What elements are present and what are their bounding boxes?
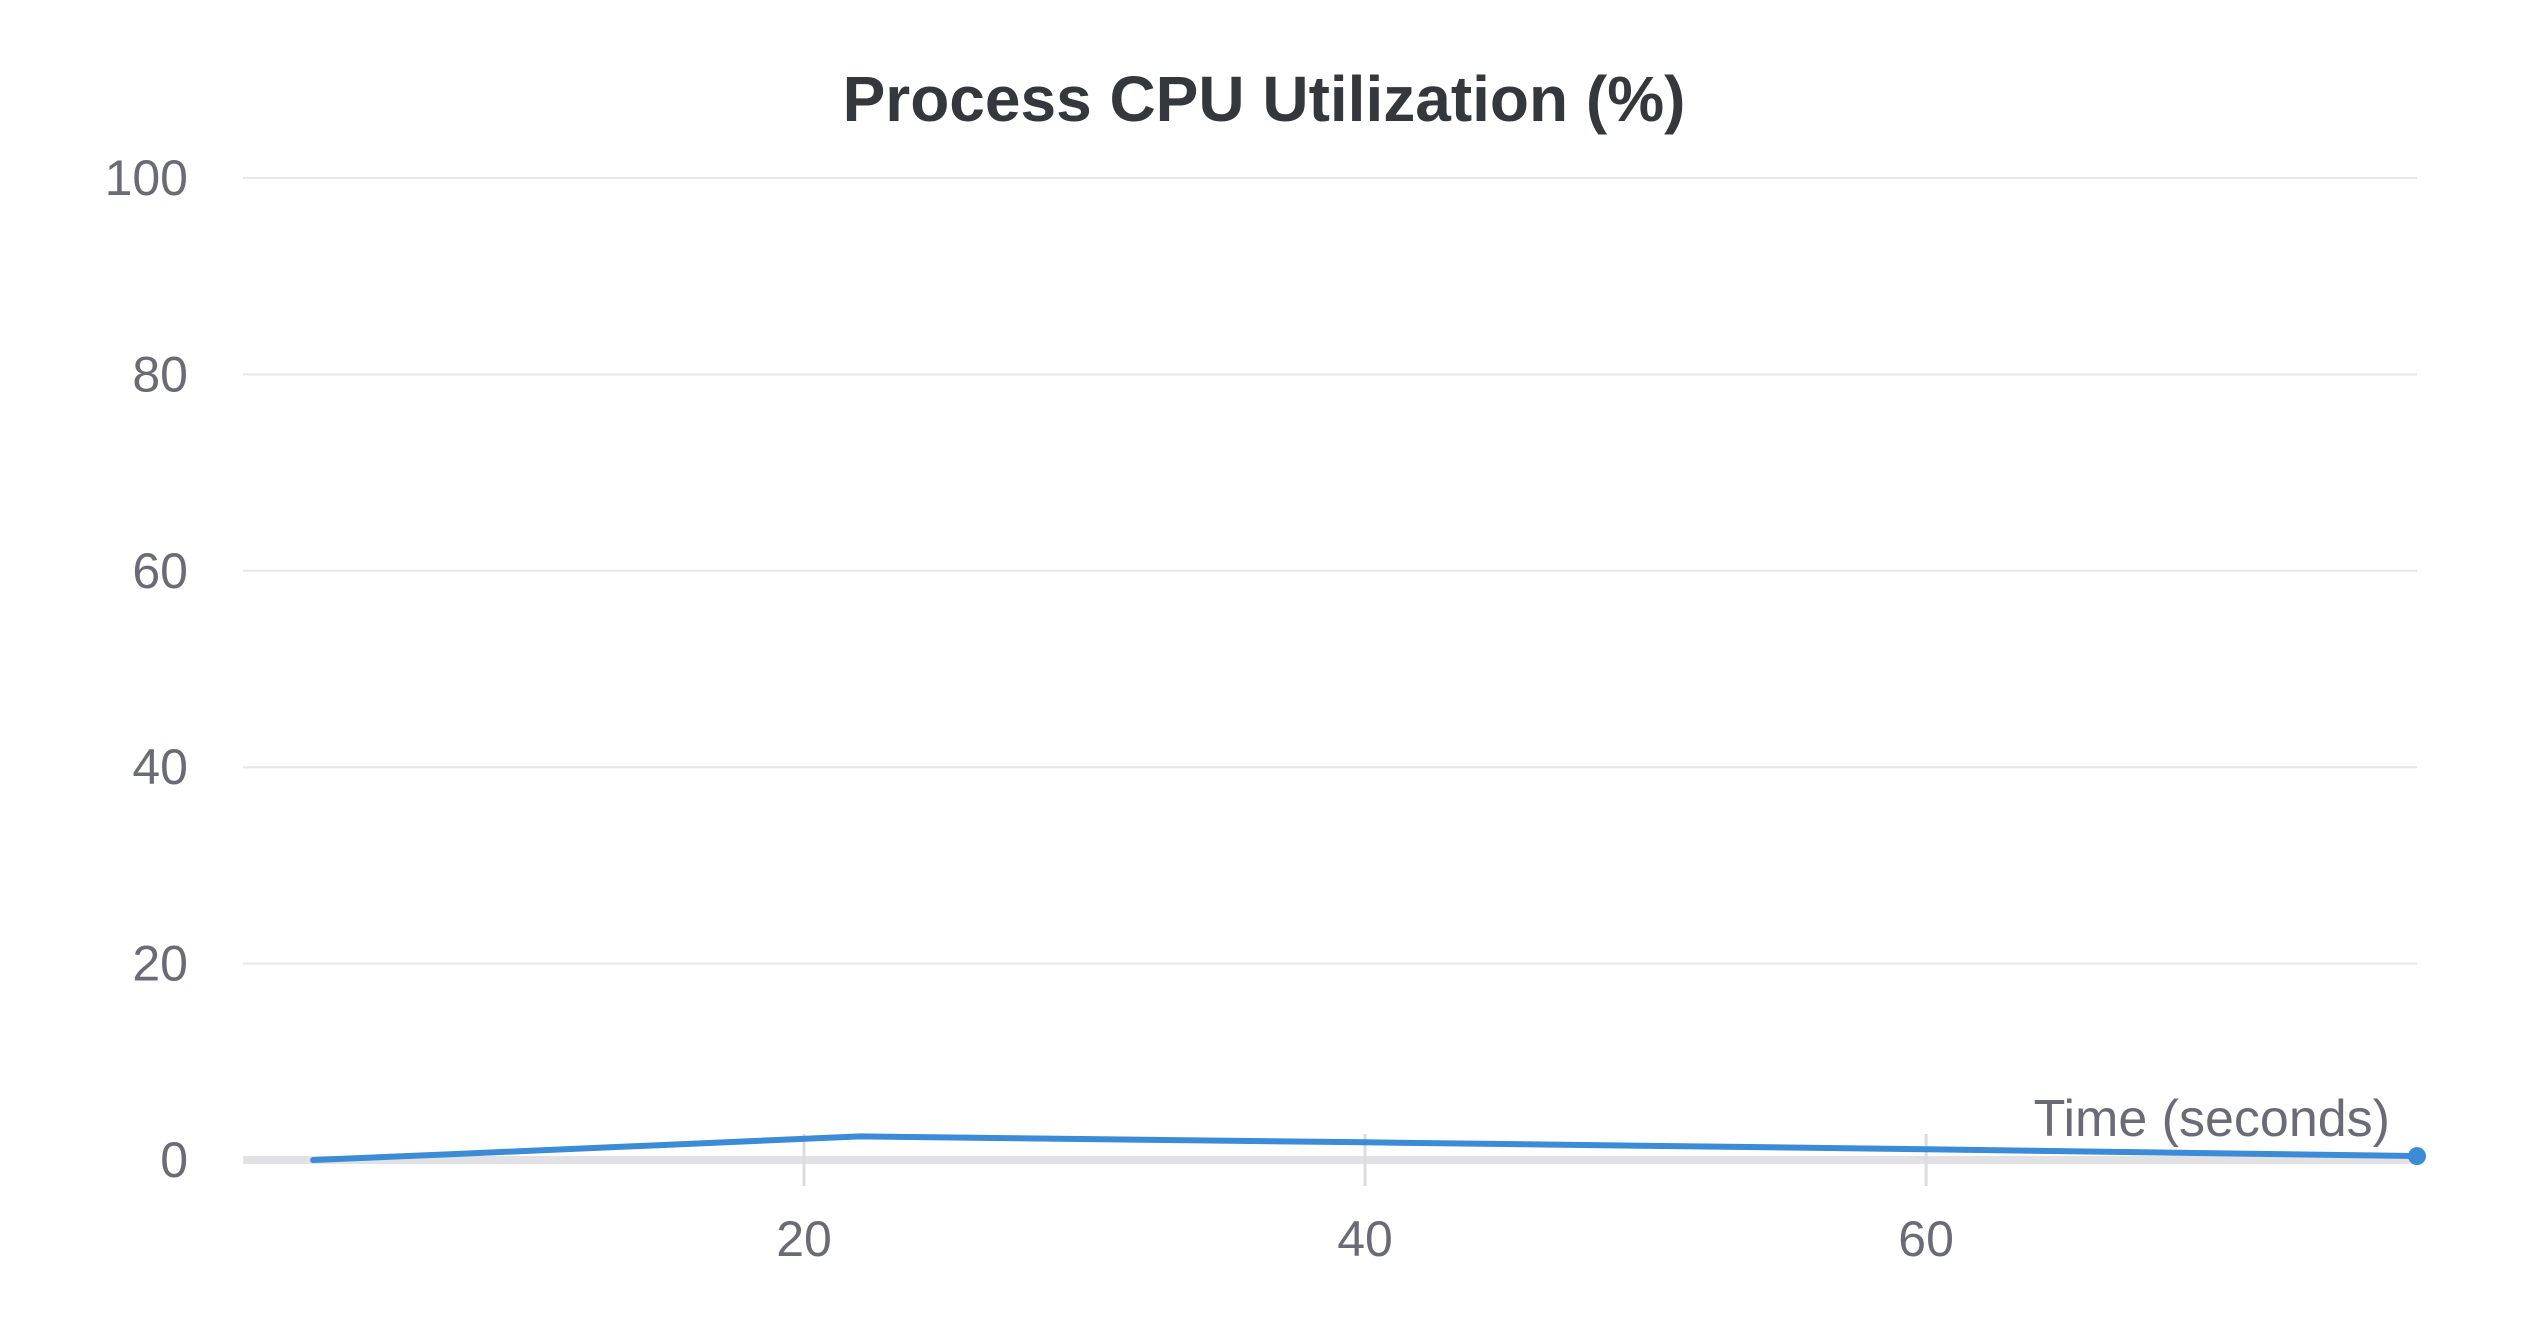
- chart-title: Process CPU Utilization (%): [842, 63, 1686, 135]
- x-tick-label-60: 60: [1898, 1211, 1954, 1267]
- y-tick-label-80: 80: [132, 346, 188, 402]
- series-end-point-0: [2408, 1147, 2426, 1166]
- y-tick-label-20: 20: [132, 936, 188, 992]
- x-tick-label-40: 40: [1337, 1211, 1393, 1267]
- x-tick-label-20: 20: [776, 1211, 832, 1267]
- y-axis-tick-labels: 0 20 40 60 80 100: [105, 150, 188, 1188]
- y-tick-label-0: 0: [160, 1132, 188, 1188]
- y-tick-label-60: 60: [132, 543, 188, 599]
- y-tick-label-40: 40: [132, 739, 188, 795]
- x-axis-title: Time (seconds): [2034, 1090, 2390, 1148]
- series-line-0: [310, 1133, 2420, 1163]
- y-tick-label-100: 100: [105, 150, 188, 206]
- x-axis-tick-labels: 20 40 60: [776, 1211, 1954, 1267]
- grid-lines: [243, 177, 2417, 965]
- series-layer: [310, 1133, 2426, 1166]
